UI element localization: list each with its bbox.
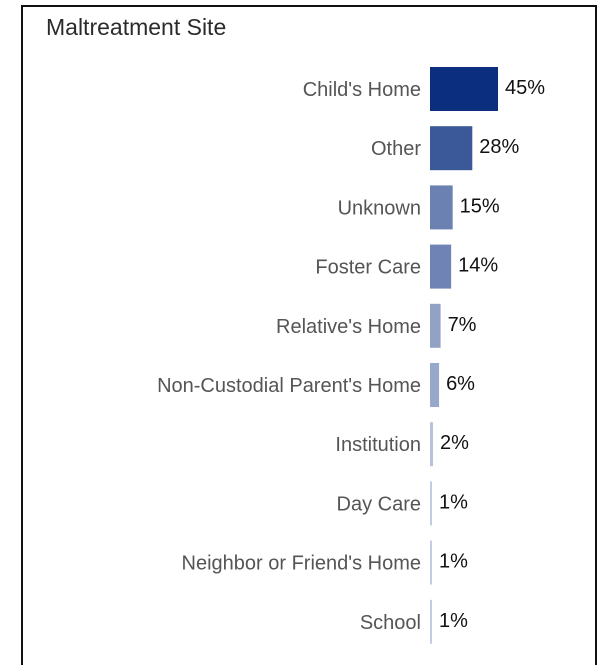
value-label-other: 28% bbox=[479, 136, 519, 158]
category-label-relative-s-home: Relative's Home bbox=[276, 316, 421, 338]
bar-relative-s-home bbox=[430, 303, 441, 348]
bar-foster-care bbox=[430, 244, 452, 289]
category-label-institution: Institution bbox=[335, 434, 421, 456]
value-label-foster-care: 14% bbox=[458, 255, 498, 277]
category-label-other: Other bbox=[371, 138, 421, 160]
bar-unknown bbox=[430, 185, 453, 230]
value-label-institution: 2% bbox=[440, 432, 469, 454]
category-label-school: School bbox=[360, 612, 421, 634]
category-label-non-custodial-parent-s-home: Non-Custodial Parent's Home bbox=[157, 375, 421, 397]
value-label-unknown: 15% bbox=[460, 195, 500, 217]
bar-other bbox=[430, 126, 473, 171]
category-label-day-care: Day Care bbox=[337, 493, 421, 515]
value-label-non-custodial-parent-s-home: 6% bbox=[446, 373, 475, 395]
value-label-day-care: 1% bbox=[439, 491, 468, 513]
value-label-school: 1% bbox=[439, 610, 468, 632]
bar-institution bbox=[430, 422, 434, 467]
bar-neighbor-or-friend-s-home bbox=[430, 540, 432, 585]
chart-title: Maltreatment Site bbox=[46, 14, 227, 40]
chart-frame bbox=[21, 5, 597, 665]
value-label-neighbor-or-friend-s-home: 1% bbox=[439, 551, 468, 573]
category-label-unknown: Unknown bbox=[338, 197, 421, 219]
category-label-neighbor-or-friend-s-home: Neighbor or Friend's Home bbox=[182, 553, 421, 575]
category-label-child-s-home: Child's Home bbox=[303, 79, 421, 101]
bar-child-s-home bbox=[430, 67, 498, 111]
value-label-relative-s-home: 7% bbox=[448, 314, 477, 336]
bar-school bbox=[430, 599, 432, 644]
category-label-foster-care: Foster Care bbox=[315, 257, 421, 279]
bar-non-custodial-parent-s-home bbox=[430, 363, 440, 407]
bar-day-care bbox=[430, 481, 432, 526]
value-label-child-s-home: 45% bbox=[505, 77, 545, 99]
